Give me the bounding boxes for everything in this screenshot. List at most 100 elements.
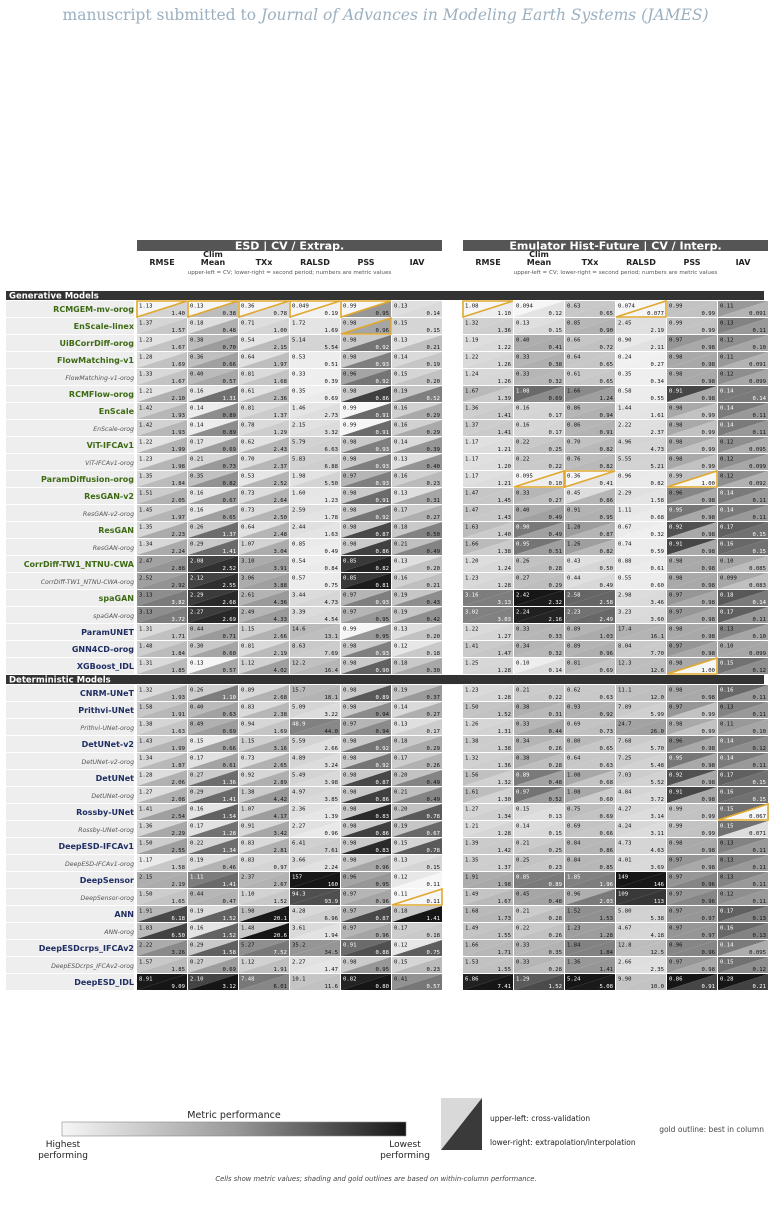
- value-sp-esd-19-1: 0.71: [223, 634, 236, 640]
- value-cv-esd-23-0: 1.58: [139, 705, 153, 711]
- value-cv-esd-2-3: 5.14: [292, 338, 306, 344]
- value-sp-emu-37-0: 1.71: [498, 950, 511, 956]
- value-sp-esd-12-3: 1.78: [325, 515, 339, 521]
- cell-sp-esd-12-0: [137, 505, 187, 521]
- row-label-bg-16: [6, 573, 134, 589]
- value-cv-emu-20-0: 1.41: [465, 644, 478, 650]
- value-cv-esd-24-0: 1.38: [139, 722, 153, 728]
- cell-sp-esd-18-1: [188, 607, 238, 623]
- value-sp-emu-34-2: 2.03: [600, 899, 613, 905]
- value-sp-esd-33-1: 1.41: [223, 882, 236, 888]
- cell-sp-esd-21-2: [239, 658, 289, 674]
- value-cv-esd-25-2: 1.15: [241, 739, 254, 745]
- value-sp-esd-27-4: 0.87: [376, 780, 389, 786]
- value-cv-emu-26-3: 7.25: [618, 756, 631, 762]
- value-sp-emu-33-1: 0.89: [549, 882, 562, 888]
- value-cv-emu-39-2: 5.24: [567, 977, 581, 983]
- value-sp-esd-13-1: 1.37: [223, 532, 236, 538]
- value-cv-emu-27-1: 0.89: [516, 773, 529, 779]
- value-cv-esd-3-0: 1.28: [139, 355, 153, 361]
- value-cv-emu-17-5: 0.18: [720, 593, 734, 599]
- value-cv-emu-33-0: 1.91: [465, 875, 478, 881]
- value-cv-emu-5-4: 0.91: [669, 389, 682, 395]
- value-cv-esd-14-0: 1.34: [139, 542, 153, 548]
- cell-sp-esd-4-2: [239, 369, 289, 385]
- cell-sp-emu-37-4: [667, 940, 717, 956]
- value-cv-emu-21-2: 0.81: [567, 661, 580, 667]
- value-cv-esd-0-0: 1.13: [139, 304, 152, 310]
- value-sp-esd-0-2: 0.78: [274, 311, 288, 317]
- cell-sp-esd-17-0: [137, 590, 187, 606]
- row-label-bg-30: [6, 821, 134, 837]
- value-sp-esd-10-3: 5.50: [325, 481, 338, 487]
- panel-title-band-emu: [463, 240, 768, 251]
- value-cv-emu-3-4: 0.98: [669, 355, 683, 361]
- value-cv-esd-28-5: 0.21: [394, 790, 407, 796]
- value-sp-esd-14-1: 1.41: [223, 549, 236, 555]
- value-sp-emu-10-5: 0.092: [749, 481, 766, 487]
- cell-sp-emu-15-1: [514, 556, 564, 572]
- row-label-32: DeepESD-IFCAv1-orog: [65, 861, 134, 868]
- column-header-emu-1-b: Mean: [527, 258, 552, 267]
- cell-sp-esd-4-5: [392, 369, 442, 385]
- value-cv-emu-12-2: 0.91: [567, 508, 580, 514]
- value-cv-esd-31-1: 0.22: [190, 841, 203, 847]
- value-cv-emu-34-5: 0.12: [720, 892, 733, 898]
- cell-sp-esd-13-0: [137, 522, 187, 538]
- value-sp-emu-16-5: 0.083: [749, 583, 766, 589]
- value-cv-esd-21-0: 1.31: [139, 661, 152, 667]
- cell-sp-esd-8-2: [239, 437, 289, 453]
- cell-sp-emu-33-0: [463, 872, 513, 888]
- value-cv-esd-15-5: 0.13: [394, 559, 407, 565]
- value-cv-emu-29-5: 0.15: [720, 807, 733, 813]
- value-cv-esd-8-5: 0.14: [394, 440, 408, 446]
- value-cv-emu-22-3: 11.1: [618, 688, 631, 694]
- value-cv-esd-22-5: 0.19: [394, 688, 407, 694]
- cell-sp-esd-17-4: [341, 590, 391, 606]
- value-sp-emu-25-5: 0.12: [753, 746, 766, 752]
- value-sp-esd-7-3: 3.32: [325, 430, 338, 436]
- value-cv-esd-9-0: 1.23: [139, 457, 152, 463]
- best-outline-emu-3: [615, 299, 667, 318]
- best-outline-esd-2: [238, 300, 290, 319]
- value-cv-emu-17-2: 2.58: [567, 593, 581, 599]
- value-sp-emu-27-5: 0.15: [753, 780, 766, 786]
- value-cv-esd-14-2: 1.07: [241, 542, 254, 548]
- legend-gold-text: gold outline: best in column: [659, 1125, 764, 1134]
- value-sp-emu-9-3: 5.21: [651, 464, 664, 470]
- value-cv-esd-19-5: 0.13: [394, 627, 407, 633]
- value-sp-esd-5-1: 1.31: [223, 396, 236, 402]
- row-label-bg-34: [6, 889, 134, 905]
- cell-sp-emu-13-1: [514, 522, 564, 538]
- value-sp-emu-26-1: 0.28: [549, 763, 563, 769]
- value-sp-esd-9-4: 0.93: [376, 464, 389, 470]
- row-label-bg-1: [6, 318, 134, 334]
- cell-sp-esd-34-0: [137, 889, 187, 905]
- cell-sp-esd-21-3: [290, 658, 340, 674]
- value-sp-esd-25-2: 3.16: [274, 746, 287, 752]
- value-sp-emu-35-0: 1.73: [498, 916, 511, 922]
- cell-sp-emu-5-1: [514, 386, 564, 402]
- value-cv-emu-21-0: 1.25: [465, 661, 478, 667]
- value-cv-esd-32-4: 0.98: [343, 858, 357, 864]
- value-sp-emu-35-3: 5.38: [651, 916, 665, 922]
- value-sp-emu-25-0: 1.38: [498, 746, 512, 752]
- value-cv-esd-17-0: 3.13: [139, 593, 152, 599]
- value-sp-emu-18-5: 0.11: [753, 617, 766, 623]
- value-sp-emu-11-3: 1.58: [651, 498, 665, 504]
- cell-sp-esd-31-4: [341, 838, 391, 854]
- cell-sp-emu-37-5: [718, 940, 768, 956]
- row-label-29: Rossby-UNet: [76, 808, 134, 817]
- cell-sp-emu-9-0: [463, 454, 513, 470]
- cell-sp-esd-23-5: [392, 702, 442, 718]
- value-cv-esd-18-2: 2.49: [241, 610, 254, 616]
- cell-sp-esd-35-2: [239, 906, 289, 922]
- cell-sp-esd-32-1: [188, 855, 238, 871]
- value-sp-emu-32-4: 0.98: [702, 865, 716, 871]
- value-sp-esd-8-3: 6.63: [325, 447, 338, 453]
- value-sp-esd-6-2: 1.37: [274, 413, 287, 419]
- value-sp-emu-9-0: 1.20: [498, 464, 511, 470]
- value-cv-emu-3-5: 0.11: [720, 355, 733, 361]
- value-sp-emu-39-4: 0.91: [702, 984, 715, 990]
- value-sp-emu-31-3: 4.63: [651, 848, 664, 854]
